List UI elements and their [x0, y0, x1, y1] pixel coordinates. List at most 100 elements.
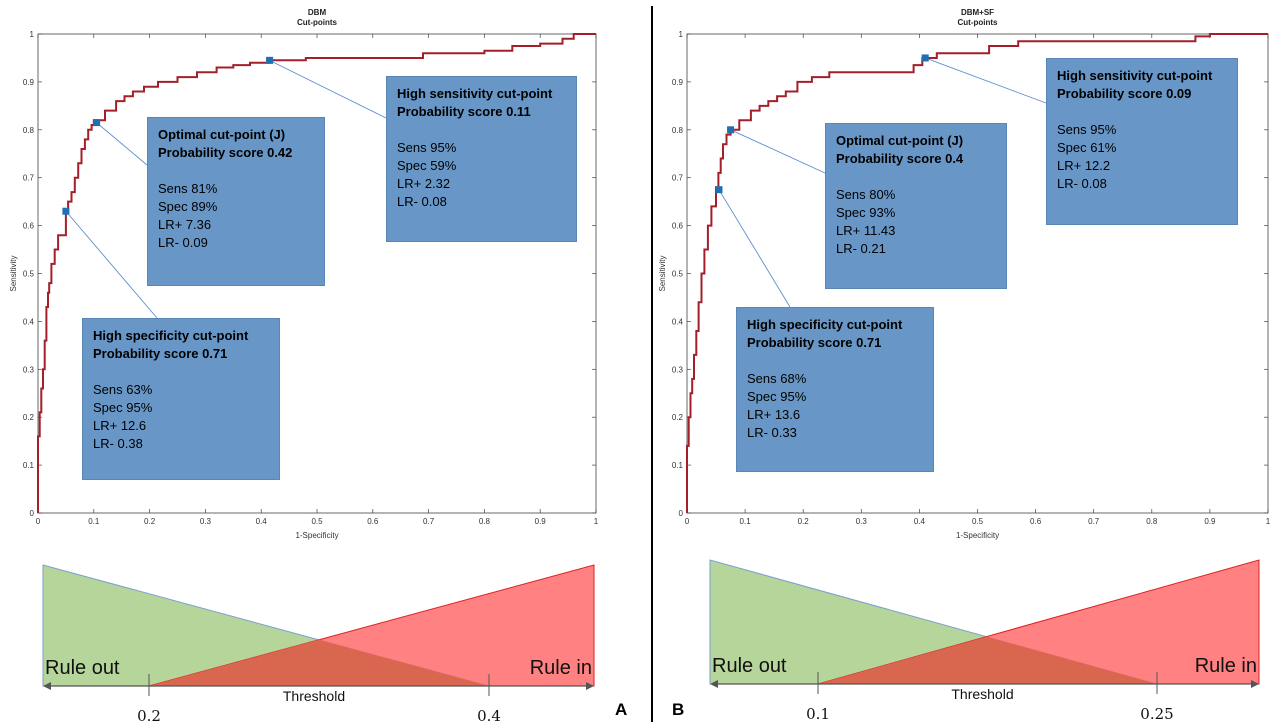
- annotation-probability: Probability score 0.4: [836, 151, 964, 166]
- annotation-spec: Spec 93%: [836, 205, 896, 220]
- panel-a-x-tick-label: 0.5: [311, 517, 323, 526]
- panel-a-leader-line: [96, 122, 148, 166]
- annotation-heading: High specificity cut-point: [93, 328, 249, 343]
- panel-b-x-tick-label: 0.5: [972, 517, 984, 526]
- panel-b-x-axis-label: 1-Specificity: [956, 531, 999, 540]
- annotation-high-specificity-a: High specificity cut-point Probability s…: [82, 318, 280, 480]
- panel-a-threshold-label: Threshold: [283, 688, 345, 704]
- annotation-spec: Spec 89%: [158, 199, 218, 214]
- annotation-probability: Probability score 0.11: [397, 104, 531, 119]
- panel-a-y-tick-label: 1: [30, 30, 35, 39]
- panel-b-y-tick-label: 0.2: [672, 413, 684, 422]
- annotation-lr-pos: LR+ 12.6: [93, 418, 147, 433]
- panel-b-y-tick-label: 0.4: [672, 317, 684, 326]
- panel-b-x-tick-label: 0.3: [856, 517, 868, 526]
- annotation-lr-neg: LR- 0.08: [1057, 176, 1107, 191]
- panel-b-y-tick-label: 0.6: [672, 222, 684, 231]
- panel-a-y-tick-label: 0.7: [23, 174, 35, 183]
- panel-b-cut-point-marker: [921, 54, 929, 62]
- annotation-high-specificity-b: High specificity cut-point Probability s…: [736, 307, 934, 472]
- panel-a-chart-title: DBM: [308, 8, 327, 17]
- annotation-heading: Optimal cut-point (J): [836, 133, 964, 148]
- annotation-lr-pos: LR+ 2.32: [397, 176, 451, 191]
- panel-a-x-tick-label: 0.6: [367, 517, 379, 526]
- panel-letter-b: B: [672, 700, 685, 719]
- panel-a-rule-in-label: Rule in: [530, 657, 592, 679]
- panel-a-x-tick-label: 0.3: [200, 517, 212, 526]
- panel-a-cut-point-marker: [62, 207, 70, 215]
- panel-a-rule-out-label: Rule out: [45, 657, 120, 679]
- panel-a-threshold-high-value: 0.4: [477, 707, 501, 725]
- panel-b-x-tick-label: 0.9: [1204, 517, 1216, 526]
- panel-b-cut-point-marker: [727, 126, 735, 134]
- annotation-sens: Sens 68%: [747, 371, 807, 386]
- annotation-lr-neg: LR- 0.38: [93, 436, 143, 451]
- panel-b-leader-line: [730, 129, 826, 174]
- panel-a-cut-point-marker: [93, 119, 101, 127]
- panel-b-y-tick-label: 0: [679, 509, 684, 518]
- panel-a-y-tick-label: 0.8: [23, 126, 35, 135]
- annotation-lr-neg: LR- 0.21: [836, 241, 886, 256]
- annotation-lr-pos: LR+ 13.6: [747, 407, 801, 422]
- annotation-probability: Probability score 0.71: [93, 346, 228, 361]
- panel-b-y-tick-label: 0.8: [672, 126, 684, 135]
- panel-b-y-tick-label: 0.3: [672, 365, 684, 374]
- panel-b-threshold-arrow-right: [1251, 680, 1259, 688]
- panel-a-x-tick-label: 1: [594, 517, 599, 526]
- annotation-spec: Spec 95%: [747, 389, 807, 404]
- annotation-sens: Sens 80%: [836, 187, 896, 202]
- panel-b-y-tick-label: 0.9: [672, 78, 684, 87]
- panel-a-threshold-arrow-left: [43, 682, 51, 690]
- annotation-sens: Sens 95%: [1057, 122, 1117, 137]
- panel-a-overlap-region: [149, 639, 489, 686]
- panel-a-y-axis-label: Sensitivity: [9, 255, 18, 291]
- panel-b-x-tick-label: 0: [685, 517, 690, 526]
- panel-a-x-tick-label: 0.7: [423, 517, 435, 526]
- panel-b-y-tick-label: 0.5: [672, 270, 684, 279]
- panel-b-threshold-high-value: 0.25: [1140, 705, 1173, 723]
- panel-b-rule-in-label: Rule in: [1195, 655, 1257, 677]
- annotation-high-sensitivity-a: High sensitivity cut-point Probability s…: [386, 76, 577, 242]
- annotation-spec: Spec 95%: [93, 400, 153, 415]
- panel-a-y-tick-label: 0.9: [23, 78, 35, 87]
- annotation-lr-pos: LR+ 7.36: [158, 217, 212, 232]
- panel-b-y-tick-label: 0.7: [672, 174, 684, 183]
- panel-a-y-tick-label: 0.5: [23, 270, 35, 279]
- panel-b-chart-title: DBM+SF: [961, 8, 994, 17]
- annotation-spec: Spec 59%: [397, 158, 457, 173]
- panel-b-overlap-region: [818, 636, 1157, 684]
- panel-a-y-tick-label: 0.6: [23, 222, 35, 231]
- panel-a-x-tick-label: 0.9: [535, 517, 547, 526]
- annotation-sens: Sens 63%: [93, 382, 153, 397]
- panel-b-cut-point-marker: [715, 186, 723, 194]
- annotation-probability: Probability score 0.09: [1057, 86, 1192, 101]
- panel-a-cut-point-marker: [266, 56, 274, 64]
- panel-b-x-tick-label: 0.7: [1088, 517, 1100, 526]
- panel-b-chart-subtitle: Cut-points: [958, 18, 999, 27]
- panel-a-y-tick-label: 0.2: [23, 413, 35, 422]
- panel-a-leader-line: [65, 210, 158, 319]
- panel-a-x-tick-label: 0.8: [479, 517, 491, 526]
- annotation-lr-neg: LR- 0.08: [397, 194, 447, 209]
- panel-b-leader-line: [718, 189, 791, 308]
- panel-a-y-tick-label: 0.3: [23, 365, 35, 374]
- panel-b-threshold-low-value: 0.1: [806, 705, 830, 723]
- annotation-optimal-a: Optimal cut-point (J) Probability score …: [147, 117, 325, 286]
- panel-a-x-axis-label: 1-Specificity: [295, 531, 338, 540]
- panel-a-x-tick-label: 0.2: [144, 517, 156, 526]
- panel-a-leader-line: [269, 59, 387, 119]
- annotation-lr-neg: LR- 0.33: [747, 425, 797, 440]
- annotation-heading: High specificity cut-point: [747, 317, 903, 332]
- panel-b-y-axis-label: Sensitivity: [658, 255, 667, 291]
- panel-b-rule-out-label: Rule out: [712, 655, 787, 677]
- annotation-heading: High sensitivity cut-point: [1057, 68, 1213, 83]
- panel-b-x-tick-label: 1: [1266, 517, 1271, 526]
- annotation-probability: Probability score 0.42: [158, 145, 293, 160]
- panel-a-y-tick-label: 0: [30, 509, 35, 518]
- panel-b-y-tick-label: 1: [679, 30, 684, 39]
- panel-a-y-tick-label: 0.1: [23, 461, 35, 470]
- annotation-sens: Sens 81%: [158, 181, 218, 196]
- panel-a-chart-subtitle: Cut-points: [297, 18, 338, 27]
- panel-b-threshold-arrow-left: [710, 680, 718, 688]
- panel-a-x-tick-label: 0: [36, 517, 41, 526]
